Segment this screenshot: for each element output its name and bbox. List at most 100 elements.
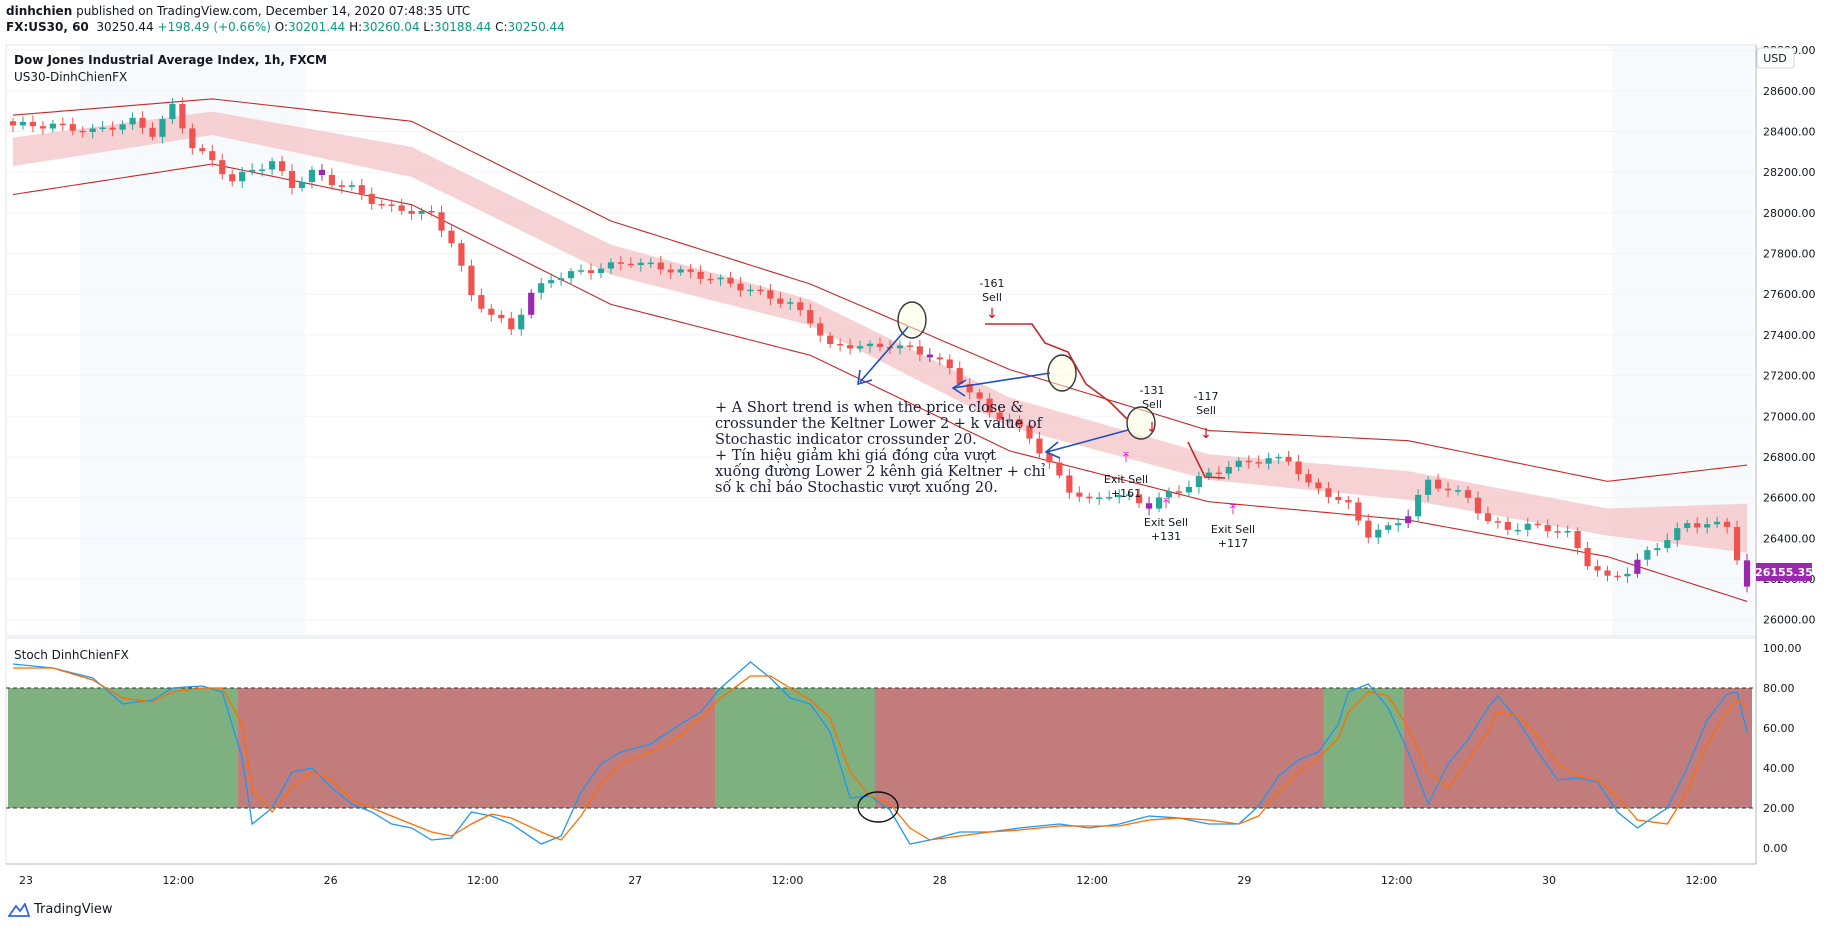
price-tick-label: 28200.00 [1763,166,1816,179]
time-tick-label: 30 [1542,874,1556,887]
low-value: 30188.44 [434,20,492,34]
currency-badge[interactable] [1756,47,1795,69]
candle-body [936,357,943,360]
annotation-line: + A Short trend is when the price close … [715,400,1023,416]
last-price-tag-text: 26155.35 [1755,566,1813,579]
candle-body [269,161,276,170]
trade-path [1187,441,1226,479]
signal-labels: -161 Sell ↓ -131 Sell ↓ -117 Sell ↓ ⤒ Ex… [980,277,1256,550]
stoch-zone [875,688,1324,808]
candle-body [657,262,664,270]
keltner-upper-line [12,98,1748,482]
candle-body [388,204,395,206]
candle-body [1564,530,1571,533]
price-tick-label: 26400.00 [1763,532,1816,545]
candle-body [707,278,714,281]
stoch-tick-label: 20.00 [1763,802,1795,815]
candle-body [1116,494,1123,497]
candle-body [1165,491,1173,498]
time-tick-label: 23 [19,874,33,887]
pointer-arrow [859,326,909,383]
candle-body [139,117,146,128]
candle-body [1345,500,1352,503]
candle-body [1265,458,1272,464]
candle-body [837,343,844,346]
sell-arrow-icon: ↓ [1200,426,1212,442]
candle-body [1295,461,1302,475]
signal-circle [897,301,927,339]
arrow-head [951,379,967,397]
candle-body [1484,513,1491,522]
arrow-head [857,369,873,386]
candle-body [328,175,335,186]
candle-body [787,302,794,304]
stoch-zone [8,688,238,808]
candle-body [39,126,46,129]
candle-body [577,270,585,272]
indicator-name: US30-DinhChienFX [14,70,127,84]
candle-body [1096,497,1103,499]
candle-body [597,268,605,273]
candle-body [538,283,545,293]
exit-arrow-icon: ⤒ [1230,502,1236,518]
time-tick-label: 29 [1237,874,1251,887]
candle-body [1415,494,1422,517]
candle-body [498,314,505,319]
candle-body [1225,466,1232,474]
candle-body [149,127,156,137]
candle-body [308,169,316,183]
candle-body [49,123,56,129]
candle-body [1325,488,1332,497]
candle-body [976,392,983,399]
last-price: 30250.44 [96,20,154,34]
candle-body [767,290,774,299]
price-tick-label: 27200.00 [1763,370,1816,383]
candle-body [1704,524,1711,528]
price-tick-label: 26600.00 [1763,492,1816,505]
exit-arrow-icon: ⤒ [1123,450,1129,466]
candle-body [1016,419,1023,426]
candle-body [1275,456,1282,459]
candle-body [1425,479,1432,495]
candle-body [278,161,286,171]
close-value: 30250.44 [507,20,565,34]
pointer-arrow [1046,429,1129,453]
candle-body [1036,438,1043,454]
tradingview-logo-icon [8,902,30,917]
candle-body [1175,491,1183,493]
time-tick-label: 12:00 [467,874,499,887]
annotation-line: xuống đường Lower 2 kênh giá Keltner + c… [715,463,1046,480]
candle-body [19,121,27,126]
candle-body [1126,494,1133,496]
footer-brand[interactable]: TradingView [8,902,113,917]
candle-body [996,412,1003,420]
candle-body [288,170,296,188]
price-tick-label: 27800.00 [1763,248,1816,261]
exit-pnl: +117 [1218,537,1248,550]
candle-body [1544,525,1551,532]
candle-body [109,127,116,130]
candle-body [1644,550,1651,560]
candle-body [847,345,854,349]
exit-pnl: +131 [1151,530,1181,543]
candle-body [797,302,804,311]
candle-body [9,121,17,126]
candle-body [1733,526,1741,561]
candle-body [348,185,355,187]
candle-body [79,130,86,133]
candle-body [478,295,485,309]
candle-body [1664,540,1671,549]
candle-body [906,345,913,347]
change-value: +198.49 (+0.66%) [157,20,271,34]
candle-body [1066,475,1073,493]
candle-body [179,104,186,129]
signal-circle [1047,354,1077,392]
candle-body [239,171,246,182]
time-tick-label: 12:00 [162,874,194,887]
candle-body [508,318,515,330]
candle-body [408,210,415,214]
signal-pnl: -161 [980,277,1005,290]
candle-body [1434,479,1442,489]
author-name[interactable]: dinhchien [6,4,73,18]
